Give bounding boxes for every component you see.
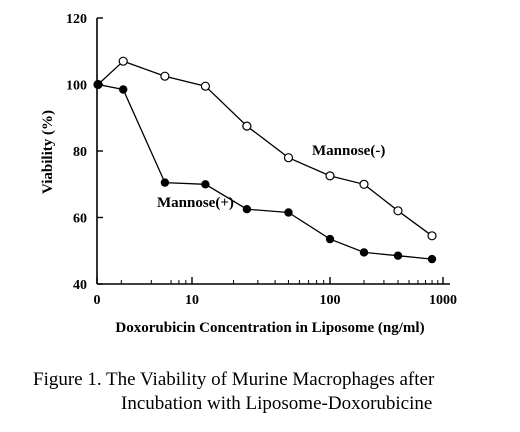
point-mannose-minus	[325, 171, 335, 181]
series-labels: Mannose(-) Mannose(+)	[157, 143, 385, 211]
point-mannose-plus	[118, 85, 128, 94]
point-mannose-minus	[242, 121, 252, 131]
caption-line-1: Figure 1. The Viability of Murine Macrop…	[33, 369, 435, 390]
series-line-1	[97, 60, 433, 237]
point-mannose-plus	[359, 248, 369, 257]
series-label-1: Mannose(-)	[312, 143, 385, 159]
point-mannose-plus	[393, 251, 403, 260]
x-tick-label: 10	[185, 293, 199, 308]
y-tick-label: 40	[73, 278, 87, 293]
point-mannose-minus	[393, 206, 403, 216]
point-mannose-minus	[200, 81, 210, 91]
y-tick-label: 100	[66, 79, 87, 94]
point-mannose-minus	[283, 153, 294, 163]
point-mannose-plus	[93, 80, 103, 89]
point-mannose-plus	[325, 234, 335, 244]
point-mannose-plus	[427, 254, 437, 264]
point-mannose-plus	[242, 204, 252, 214]
x-tick-label: 0	[94, 293, 101, 308]
point-mannose-minus	[160, 71, 170, 81]
y-tick-label: 120	[66, 12, 87, 27]
x-axis-title: Doxorubicin Concentration in Liposome (n…	[115, 320, 424, 336]
point-mannose-plus	[201, 180, 210, 189]
x-tick-label: 100	[320, 293, 341, 308]
y-axis-title: Viability (%)	[40, 110, 56, 194]
y-tick-label: 80	[73, 145, 87, 160]
point-mannose-minus	[359, 179, 369, 189]
caption-line-2: Incubation with Liposome-Doxorubicine	[121, 393, 433, 414]
point-mannose-plus	[284, 208, 293, 217]
axes	[96, 18, 450, 285]
tick-labels: 40 60 80 100 120 0 10 100 1000	[66, 12, 457, 308]
series-label-2: Mannose(+)	[157, 195, 234, 211]
x-tick-label: 1000	[429, 293, 457, 308]
tick-marks	[96, 17, 444, 285]
series-line-2	[97, 83, 433, 260]
y-tick-label: 60	[73, 212, 87, 227]
series-lines	[97, 60, 433, 260]
point-mannose-minus	[427, 231, 437, 241]
series-points	[93, 56, 437, 264]
point-mannose-plus	[160, 178, 170, 187]
point-mannose-minus	[118, 56, 128, 66]
